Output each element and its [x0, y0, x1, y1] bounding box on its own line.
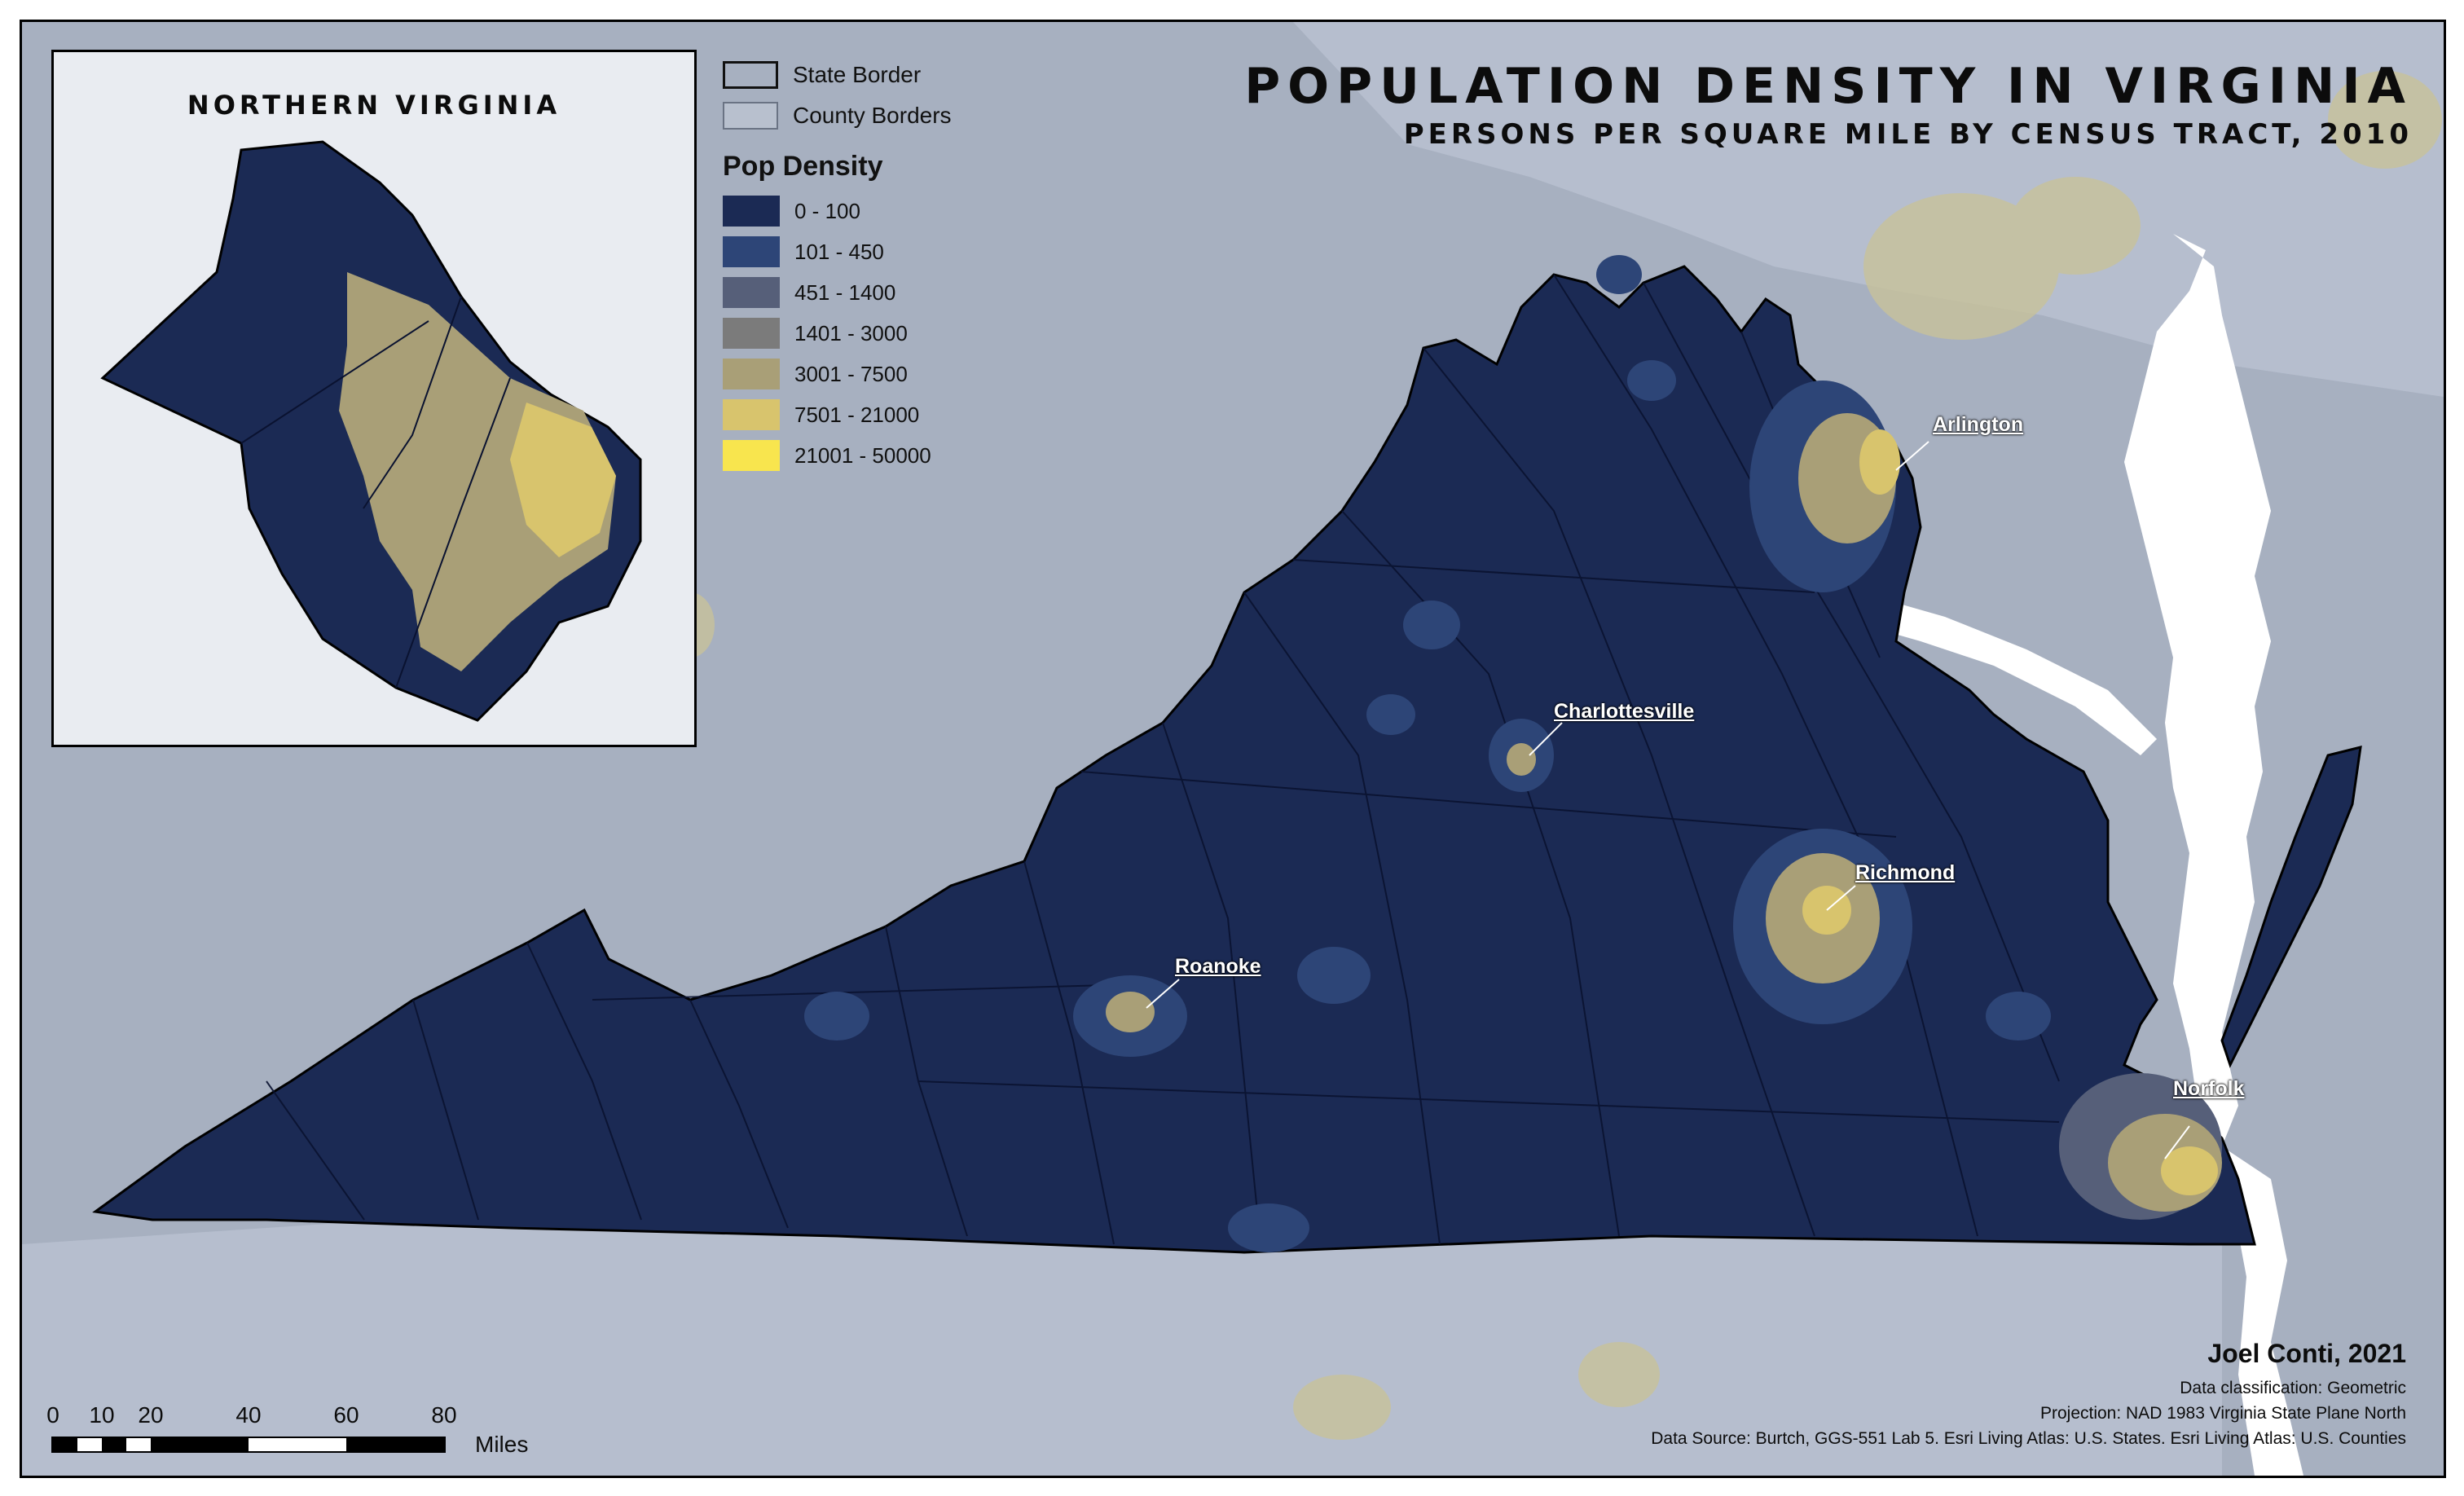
scale-tick: 80 [431, 1402, 457, 1428]
legend-state-border: State Border [723, 55, 952, 95]
neighbor-states [22, 22, 2444, 1476]
legend-classes: 0 - 100 101 - 450 451 - 1400 1401 - 3000… [723, 191, 952, 476]
class-swatch [723, 236, 780, 267]
map-subtitle: PERSONS PER SQUARE MILE BY CENSUS TRACT,… [1403, 118, 2413, 151]
minor-towns [804, 255, 2051, 1252]
metro-roanoke [1073, 975, 1187, 1057]
credits-block: Joel Conti, 2021 Data classification: Ge… [1651, 1339, 2406, 1451]
class-label: 3001 - 7500 [794, 361, 908, 386]
city-label-roanoke: Roanoke [1175, 955, 1261, 978]
city-label-norfolk: Norfolk [2173, 1077, 2245, 1100]
class-swatch [723, 359, 780, 389]
map-frame: POPULATION DENSITY IN VIRGINIA PERSONS P… [20, 20, 2446, 1478]
title-block: POPULATION DENSITY IN VIRGINIA PERSONS P… [1244, 58, 2413, 152]
scale-segments [51, 1437, 446, 1453]
class-swatch [723, 196, 780, 227]
state-border-swatch [723, 61, 778, 89]
inset-title: NORTHERN VIRGINIA [187, 90, 561, 121]
scale-tick: 40 [235, 1402, 262, 1428]
legend-class: 7501 - 21000 [723, 394, 952, 435]
class-label: 7501 - 21000 [794, 402, 920, 427]
metro-arlington [1749, 381, 1900, 592]
metro-charlottesville [1489, 719, 1554, 792]
map-title: POPULATION DENSITY IN VIRGINIA [1244, 58, 2413, 115]
legend-class: 101 - 450 [723, 231, 952, 272]
scale-bar: 0 10 20 40 60 80 Miles [46, 1402, 540, 1457]
scale-unit: Miles [475, 1432, 529, 1457]
city-label-arlington: Arlington [1933, 413, 2024, 436]
inset-urban-core [510, 403, 616, 557]
map-canvas [22, 22, 2444, 1476]
city-label-richmond: Richmond [1855, 861, 1956, 884]
county-lines [266, 274, 2060, 1245]
class-swatch [723, 399, 780, 430]
inset-canvas [100, 140, 642, 722]
class-label: 0 - 100 [794, 198, 860, 223]
legend-class: 0 - 100 [723, 191, 952, 231]
data-source-note: Data Source: Burtch, GGS-551 Lab 5. Esri… [1651, 1429, 2406, 1448]
scale-tick: 60 [333, 1402, 359, 1428]
author: Joel Conti, 2021 [2207, 1339, 2406, 1368]
legend-title: Pop Density [723, 151, 883, 182]
classification-note: Data classification: Geometric [2180, 1379, 2406, 1397]
scale-tick: 0 [46, 1402, 59, 1428]
class-swatch [723, 318, 780, 349]
city-label-charlottesville: Charlottesville [1554, 700, 1695, 723]
metro-richmond [1733, 829, 1912, 1024]
city-leaders [1146, 441, 2190, 1159]
county-border-swatch [723, 102, 778, 130]
legend-class: 451 - 1400 [723, 272, 952, 313]
county-border-label: County Borders [793, 103, 952, 128]
legend-county-borders: County Borders [723, 95, 952, 136]
class-label: 101 - 450 [794, 239, 884, 264]
class-label: 21001 - 50000 [794, 442, 931, 468]
metro-norfolk [2059, 1073, 2222, 1220]
legend: State Border County Borders Pop Density … [723, 55, 952, 476]
class-swatch [723, 277, 780, 308]
projection-note: Projection: NAD 1983 Virginia State Plan… [2039, 1404, 2406, 1423]
class-label: 451 - 1400 [794, 279, 896, 305]
eastern-shore [2220, 746, 2362, 1068]
scale-tick: 10 [89, 1402, 115, 1428]
inset-suburbs [339, 272, 616, 671]
scale-tick: 20 [138, 1402, 164, 1428]
legend-class: 21001 - 50000 [723, 435, 952, 476]
class-swatch [723, 440, 780, 471]
state-border-label: State Border [793, 62, 922, 87]
class-label: 1401 - 3000 [794, 320, 908, 345]
legend-class: 3001 - 7500 [723, 354, 952, 394]
legend-class: 1401 - 3000 [723, 313, 952, 354]
inset-map: NORTHERN VIRGINIA [51, 50, 697, 747]
inset-county-lines [240, 296, 511, 689]
